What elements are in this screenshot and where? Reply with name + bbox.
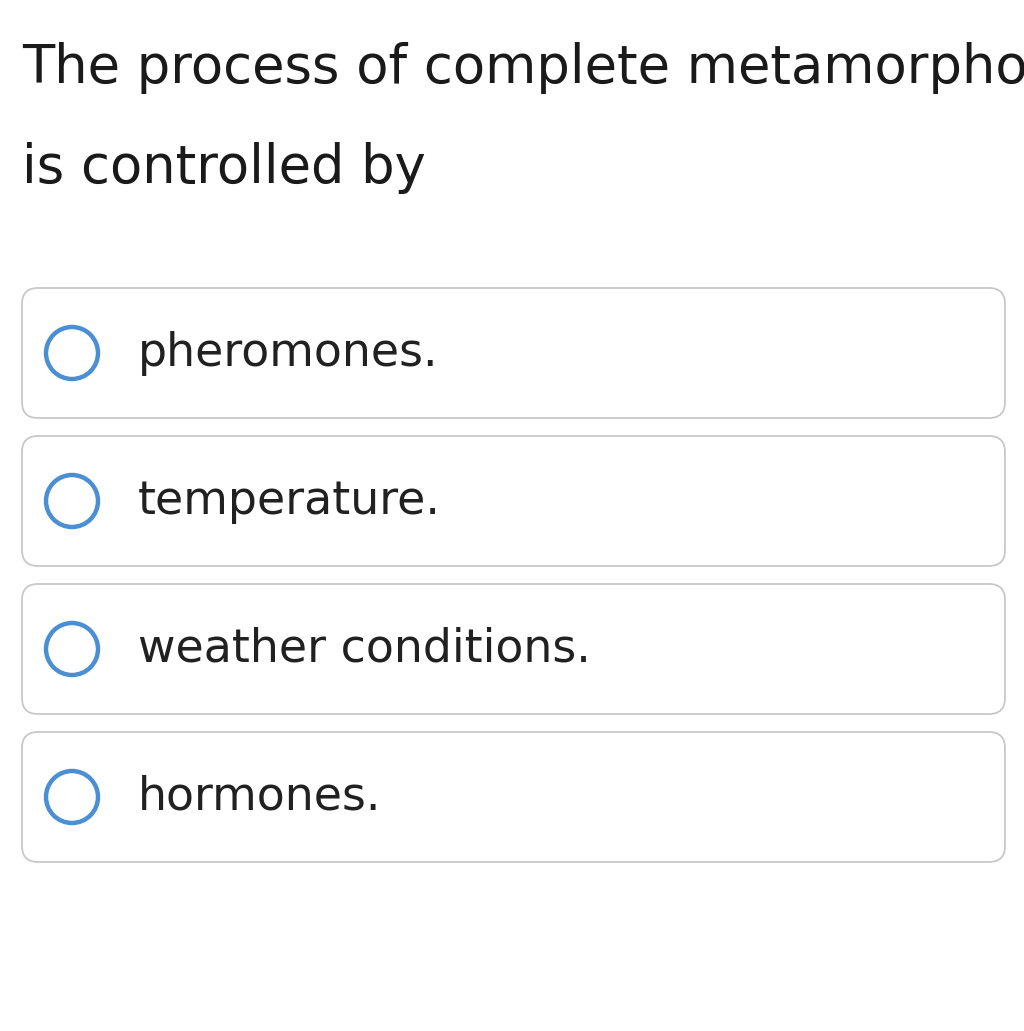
Circle shape xyxy=(46,771,98,823)
Text: is controlled by: is controlled by xyxy=(22,142,426,194)
FancyBboxPatch shape xyxy=(22,288,1005,418)
Text: The process of complete metamorphosis: The process of complete metamorphosis xyxy=(22,42,1024,94)
Text: temperature.: temperature. xyxy=(138,478,441,524)
Circle shape xyxy=(46,623,98,675)
FancyBboxPatch shape xyxy=(22,436,1005,566)
FancyBboxPatch shape xyxy=(22,584,1005,714)
Circle shape xyxy=(46,475,98,527)
Circle shape xyxy=(46,327,98,379)
FancyBboxPatch shape xyxy=(22,732,1005,862)
Text: weather conditions.: weather conditions. xyxy=(138,627,591,671)
Text: hormones.: hormones. xyxy=(138,774,382,820)
Text: pheromones.: pheromones. xyxy=(138,331,438,375)
